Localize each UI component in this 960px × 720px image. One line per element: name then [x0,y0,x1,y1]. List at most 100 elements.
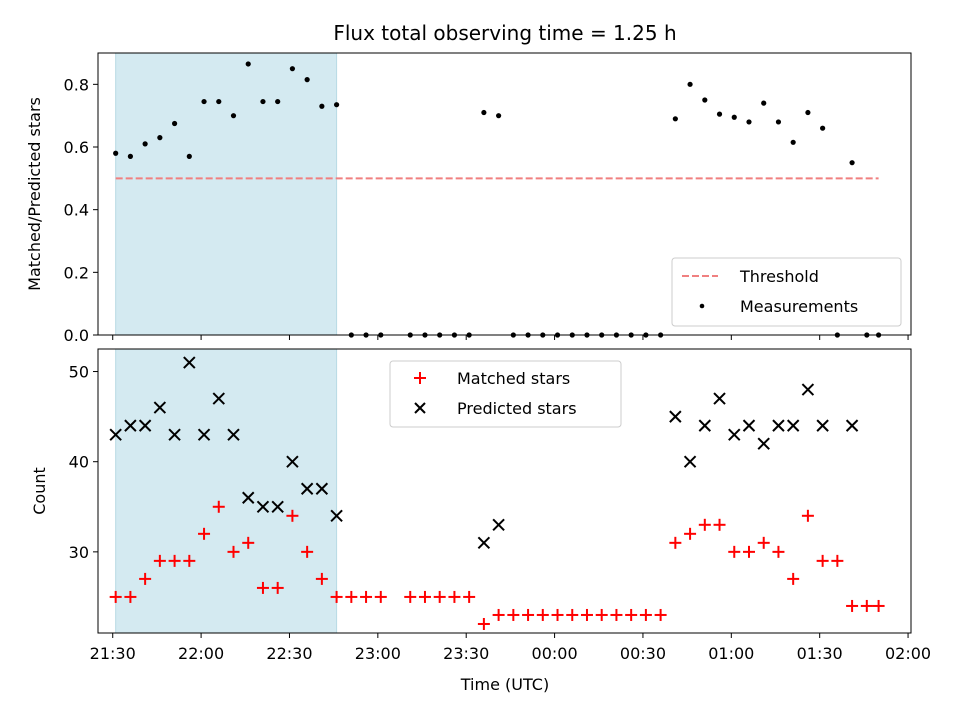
measurement-point [790,139,796,145]
matched-star-point [448,590,461,603]
measurement-point [805,109,811,116]
matched-star-point [536,608,549,621]
predicted-star-point [698,419,712,432]
measurement-point [171,120,178,127]
measurement-point [201,98,207,105]
predicted-star-point [286,455,299,468]
measurement-point [157,135,163,141]
top-y-tick-label: 0.4 [64,201,89,220]
top-axes-frame [97,52,912,336]
legend-predicted-swatch [414,402,426,414]
measurement-point [672,116,678,122]
top-highlight-span [115,52,338,336]
matched-star-point [477,617,490,630]
measurement-point [186,153,192,159]
top-legend-box [671,257,902,327]
measurement-point [245,61,251,67]
matched-star-point [330,590,343,603]
predicted-star-point [256,500,270,513]
measurement-point [481,109,487,116]
bottom-y-tick-label: 40 [69,453,89,472]
measurement-point [716,111,723,117]
top-y-tick-label: 0.2 [64,263,89,282]
bottom-y-ticks: 30 40 50 [69,363,98,562]
x-tick-label: 23:30 [443,644,489,663]
top-y-tick-label: 0.6 [64,138,89,157]
predicted-star-point [168,428,181,441]
top-panel: 0.0 0.2 0.4 0.6 0.8 Flux total observing tim… [25,21,912,345]
predicted-star-point [330,509,343,523]
matched-star-point [698,518,711,531]
x-tick-label: 00:00 [532,644,578,663]
measurement-point [731,114,737,120]
matched-star-point [404,590,417,603]
predicted-star-point [772,419,785,432]
predicted-star-point [816,419,829,432]
predicted-star-point [786,419,800,432]
matched-star-point [109,590,122,603]
matched-star-point [566,608,579,621]
matched-star-point [374,590,387,603]
predicted-stars-points [109,356,859,550]
matched-star-point [713,518,726,531]
predicted-star-point [757,437,770,450]
matched-star-point [787,572,800,585]
measurement-point [142,141,148,147]
measurement-point [820,125,826,131]
predicted-star-point [197,428,211,441]
top-y-axis-label: Matched/Predicted stars [25,97,44,291]
measurement-point [849,160,855,166]
chart-title: Flux total observing time = 1.25 h [333,21,676,45]
matched-star-point [198,527,211,540]
matched-star-point [212,500,225,513]
predicted-star-point [669,410,682,423]
x-tick-label: 22:30 [266,644,312,663]
bottom-x-ticks: 21:30 22:00 22:30 23:00 23:30 00:00 00:30 01:00… [90,633,931,663]
predicted-star-point [271,500,284,513]
x-tick-label: 01:30 [797,644,843,663]
bottom-axes-frame [97,348,912,634]
matched-star-point [872,599,885,612]
predicted-star-point [153,401,167,414]
x-tick-label: 23:00 [355,644,401,663]
matched-star-point [315,572,328,585]
predicted-star-point [109,428,122,441]
x-tick-label: 22:00 [178,644,224,663]
matched-star-point [816,554,829,567]
predicted-star-point [683,455,697,468]
bottom-y-tick-label: 50 [69,363,89,382]
matched-star-point [463,590,476,603]
matched-star-point [345,590,358,603]
legend-predicted-label: Predicted stars [457,399,577,418]
matched-star-point [580,608,593,621]
matched-star-point [669,536,682,549]
matched-stars-points [109,500,885,630]
measurement-point [113,150,119,156]
measurement-point [275,98,281,105]
measurement-point [230,113,237,119]
x-tick-label: 21:30 [90,644,136,663]
matched-star-point [831,554,844,567]
matched-star-point [742,545,755,558]
predicted-star-point [801,383,815,396]
matched-star-point [507,608,520,621]
predicted-star-point [124,419,137,432]
measurement-point [775,119,782,125]
measurement-point [304,77,310,83]
measurement-point [260,98,266,105]
legend-measurements-label: Measurements [740,297,858,316]
measurement-point [496,113,502,119]
predicted-star-point [138,419,152,432]
measurement-point [746,119,752,125]
matched-star-point [227,545,240,558]
predicted-star-point [742,419,756,432]
matched-star-point [860,599,873,612]
matched-star-point [153,554,166,567]
matched-star-point [551,608,564,621]
measurement-point [289,66,296,72]
matched-star-point [684,527,697,540]
top-y-tick-label: 0.8 [64,75,89,94]
measurement-point [333,102,340,108]
matched-star-point [256,581,269,594]
